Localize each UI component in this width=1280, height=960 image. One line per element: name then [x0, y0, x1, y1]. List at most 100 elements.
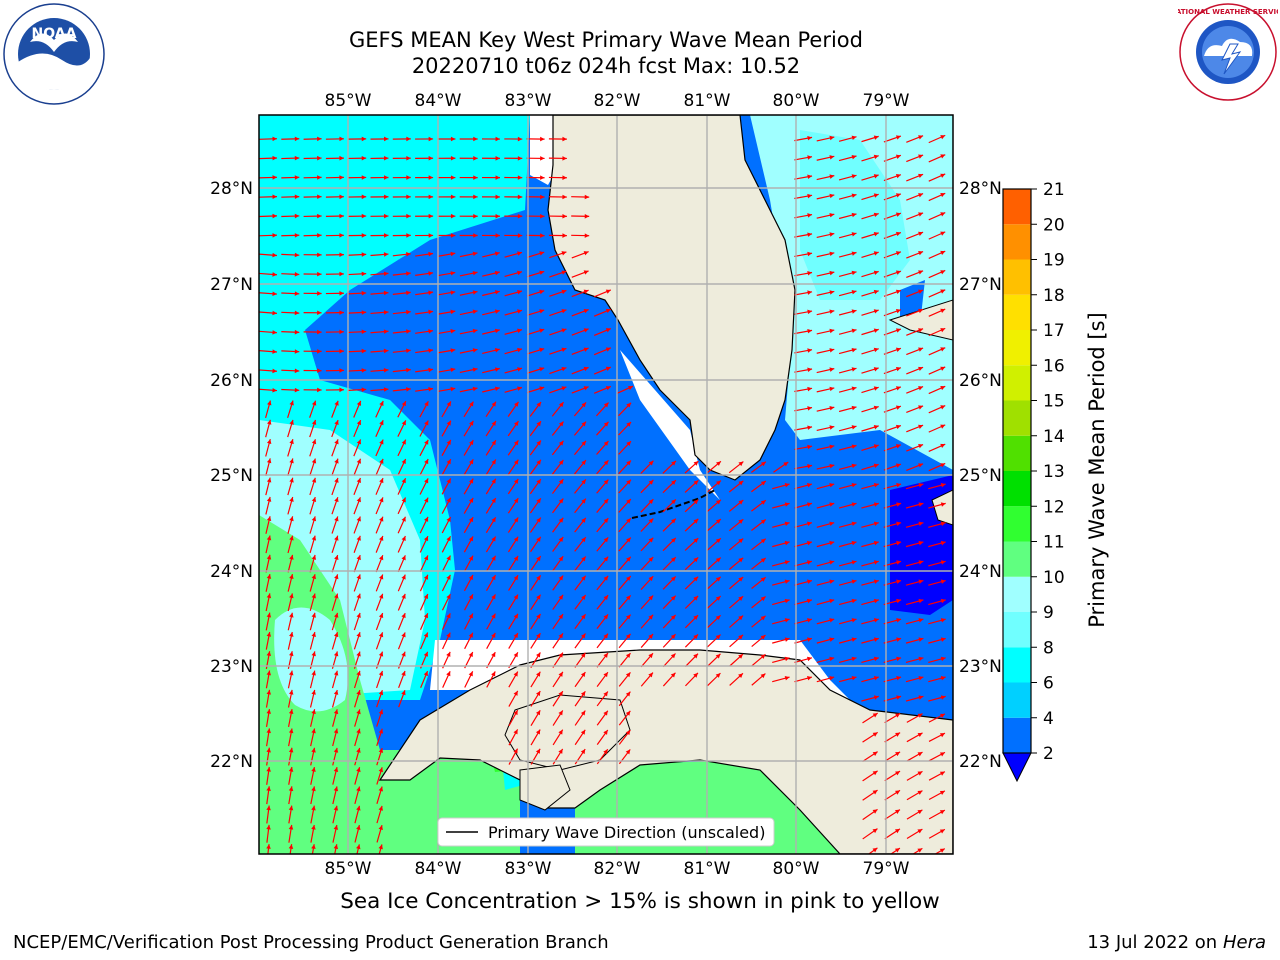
wave-arrow [548, 233, 567, 238]
wave-arrow [325, 329, 344, 335]
wave-arrow [905, 579, 924, 586]
wave-arrow [437, 290, 456, 296]
wave-arrow [862, 731, 878, 743]
wave-arrow [618, 440, 632, 455]
wave-arrow [861, 483, 879, 490]
period-field-green-southwest [259, 515, 520, 854]
wave-arrow [504, 233, 523, 238]
wave-arrow [618, 537, 632, 552]
wave-arrow [883, 289, 902, 297]
wave-arrow [684, 653, 699, 667]
wave-arrow [354, 824, 361, 843]
wave-arrow [662, 614, 677, 629]
wave-arrow [883, 328, 902, 336]
wave-arrow [348, 387, 367, 392]
wave-arrow [905, 676, 924, 683]
wave-arrow [906, 751, 923, 762]
wave-arrow [375, 477, 384, 495]
colorbar-tick-label: 4 [1043, 709, 1054, 729]
wave-arrow [618, 710, 631, 726]
wave-arrow [862, 770, 878, 782]
wave-arrow [928, 713, 946, 723]
wave-arrow [356, 844, 361, 854]
wave-arrow [816, 367, 835, 374]
wave-arrow [265, 419, 272, 438]
wave-arrow [482, 270, 500, 277]
wave-arrow [482, 367, 500, 374]
wave-arrow [618, 556, 632, 571]
wave-arrow [551, 459, 564, 475]
wave-arrow [861, 444, 879, 452]
wave-arrow [281, 175, 300, 180]
wave-arrow [397, 420, 407, 437]
wave-arrow [794, 386, 813, 393]
wave-arrow [596, 440, 609, 455]
wave-arrow [838, 290, 857, 297]
wave-arrow [684, 556, 699, 571]
wave-arrow [928, 462, 946, 472]
wave-arrow [526, 270, 545, 278]
wave-arrow [259, 213, 278, 219]
wave-arrow [331, 670, 339, 689]
wave-arrow [684, 633, 699, 648]
wave-arrow [861, 579, 879, 586]
colorbar-tick-label: 16 [1043, 356, 1065, 376]
wave-arrow [486, 594, 496, 611]
wave-arrow [482, 309, 500, 316]
wave-arrow [571, 233, 590, 238]
wave-arrow [392, 271, 411, 276]
wave-arrow [883, 173, 902, 182]
wave-arrow [596, 556, 609, 571]
wave-arrow [928, 771, 946, 781]
wave-arrow [861, 251, 879, 259]
wave-arrow [883, 135, 902, 143]
wave-arrow [794, 193, 813, 200]
map-plot-area [259, 115, 953, 854]
wave-arrow [348, 348, 367, 354]
wave-arrow [504, 175, 523, 180]
wave-arrow [862, 789, 878, 801]
colorbar-bin [1003, 400, 1031, 436]
wave-arrow [684, 576, 699, 590]
lat-label-right: 24°N [959, 562, 1002, 582]
wave-arrow [928, 560, 946, 567]
wave-arrow [353, 535, 361, 553]
wave-arrow [508, 594, 519, 611]
wave-arrow [459, 251, 478, 258]
wave-arrow [526, 309, 545, 316]
wave-arrow [861, 328, 879, 336]
wave-arrow [265, 670, 272, 689]
lat-label-right: 22°N [959, 752, 1002, 772]
wave-arrow [928, 289, 946, 298]
wave-arrow [905, 598, 924, 606]
wave-arrow [375, 670, 384, 689]
colorbar-tick-label: 14 [1043, 427, 1065, 447]
wave-arrow [616, 385, 634, 395]
wave-arrow [437, 271, 456, 277]
wave-arrow [265, 400, 272, 419]
wave-arrow [437, 367, 456, 373]
lon-label-bottom: 81°W [684, 859, 731, 879]
wave-arrow [288, 824, 294, 843]
wave-arrow [463, 420, 474, 437]
wave-arrow [706, 460, 722, 474]
wave-arrow [662, 460, 677, 474]
wave-arrow [551, 421, 564, 436]
wave-arrow [883, 251, 902, 259]
wave-arrow [794, 618, 813, 625]
wave-arrow [287, 709, 294, 727]
lat-label-left: 28°N [210, 179, 253, 199]
wave-arrow [706, 499, 722, 513]
wave-arrow [370, 290, 389, 296]
wave-arrow [552, 690, 564, 707]
wave-arrow [508, 632, 519, 649]
wave-arrow [772, 540, 790, 548]
wave-arrow [794, 540, 813, 548]
wave-arrow [707, 614, 721, 629]
wave-arrow [287, 574, 294, 592]
wave-arrow [596, 671, 609, 687]
lon-label-top: 81°W [684, 91, 731, 111]
wave-arrow [259, 387, 278, 393]
wave-arrow [482, 328, 500, 335]
wave-arrow [392, 329, 411, 334]
